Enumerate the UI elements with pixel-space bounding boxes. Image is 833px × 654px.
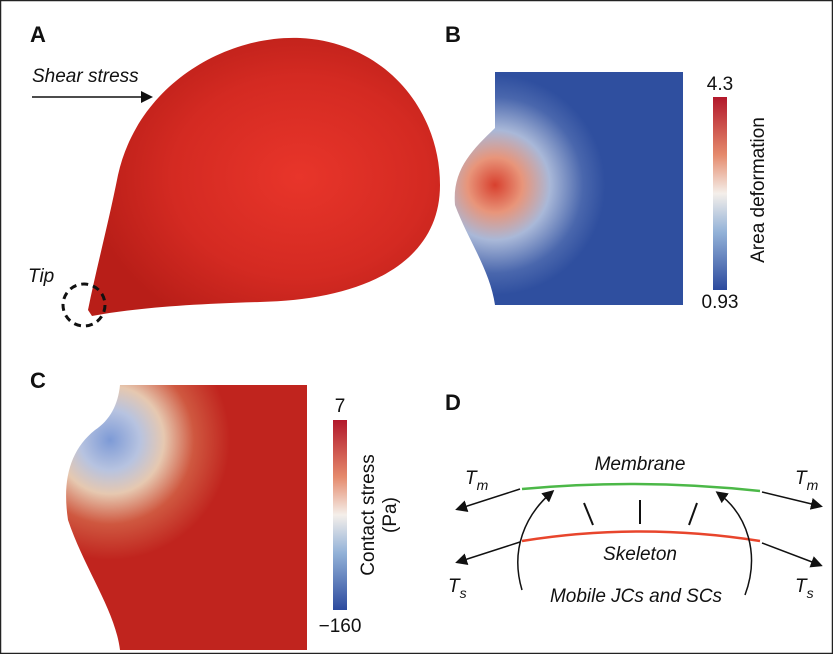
figure: A Shear stress Tip B 4.3 0.93 Area defor… [0, 0, 833, 654]
page: {"panels": [ {"label": "A", "annotations… [0, 0, 833, 654]
panel-label: A [30, 22, 46, 47]
panel-label: D [445, 390, 461, 415]
shear-label: Shear stress [32, 66, 139, 87]
junction [584, 503, 593, 525]
junctions-label: Mobile JCs and SCs [550, 586, 723, 607]
colorbar [333, 420, 347, 610]
membrane-line [522, 484, 760, 491]
tension-arrow [762, 543, 820, 565]
colorbar-min: −160 [319, 616, 362, 637]
subscript: s [807, 585, 814, 601]
panel-label: C [30, 368, 46, 393]
colorbar-title: Area deformation [748, 117, 769, 263]
subscript: s [460, 585, 467, 601]
stress-map [66, 385, 307, 650]
colorbar-max: 4.3 [707, 74, 733, 95]
tm-label: Tm [465, 468, 489, 493]
colorbar [713, 97, 727, 290]
skeleton-label: Skeleton [603, 544, 677, 565]
area-map [455, 72, 683, 305]
tip-label: Tip [28, 266, 54, 287]
subscript: m [807, 477, 819, 493]
skeleton-line [522, 532, 760, 542]
colorbar-min: 0.93 [702, 292, 739, 313]
subscript: m [477, 477, 489, 493]
membrane-label: Membrane [595, 454, 686, 475]
tension-arrow [762, 492, 820, 506]
colorbar-title: Contact stress [358, 454, 379, 575]
tension-arrow [458, 489, 520, 509]
tension-arrow [458, 542, 520, 562]
cell-shape [88, 38, 440, 316]
colorbar-title: (Pa) [380, 497, 401, 533]
mobility-arrow [718, 493, 751, 595]
ts-label: Ts [795, 576, 814, 601]
tm-label: Tm [795, 468, 819, 493]
panel-label: B [445, 22, 461, 47]
colorbar-max: 7 [335, 396, 346, 417]
ts-label: Ts [448, 576, 467, 601]
junction [689, 503, 697, 525]
